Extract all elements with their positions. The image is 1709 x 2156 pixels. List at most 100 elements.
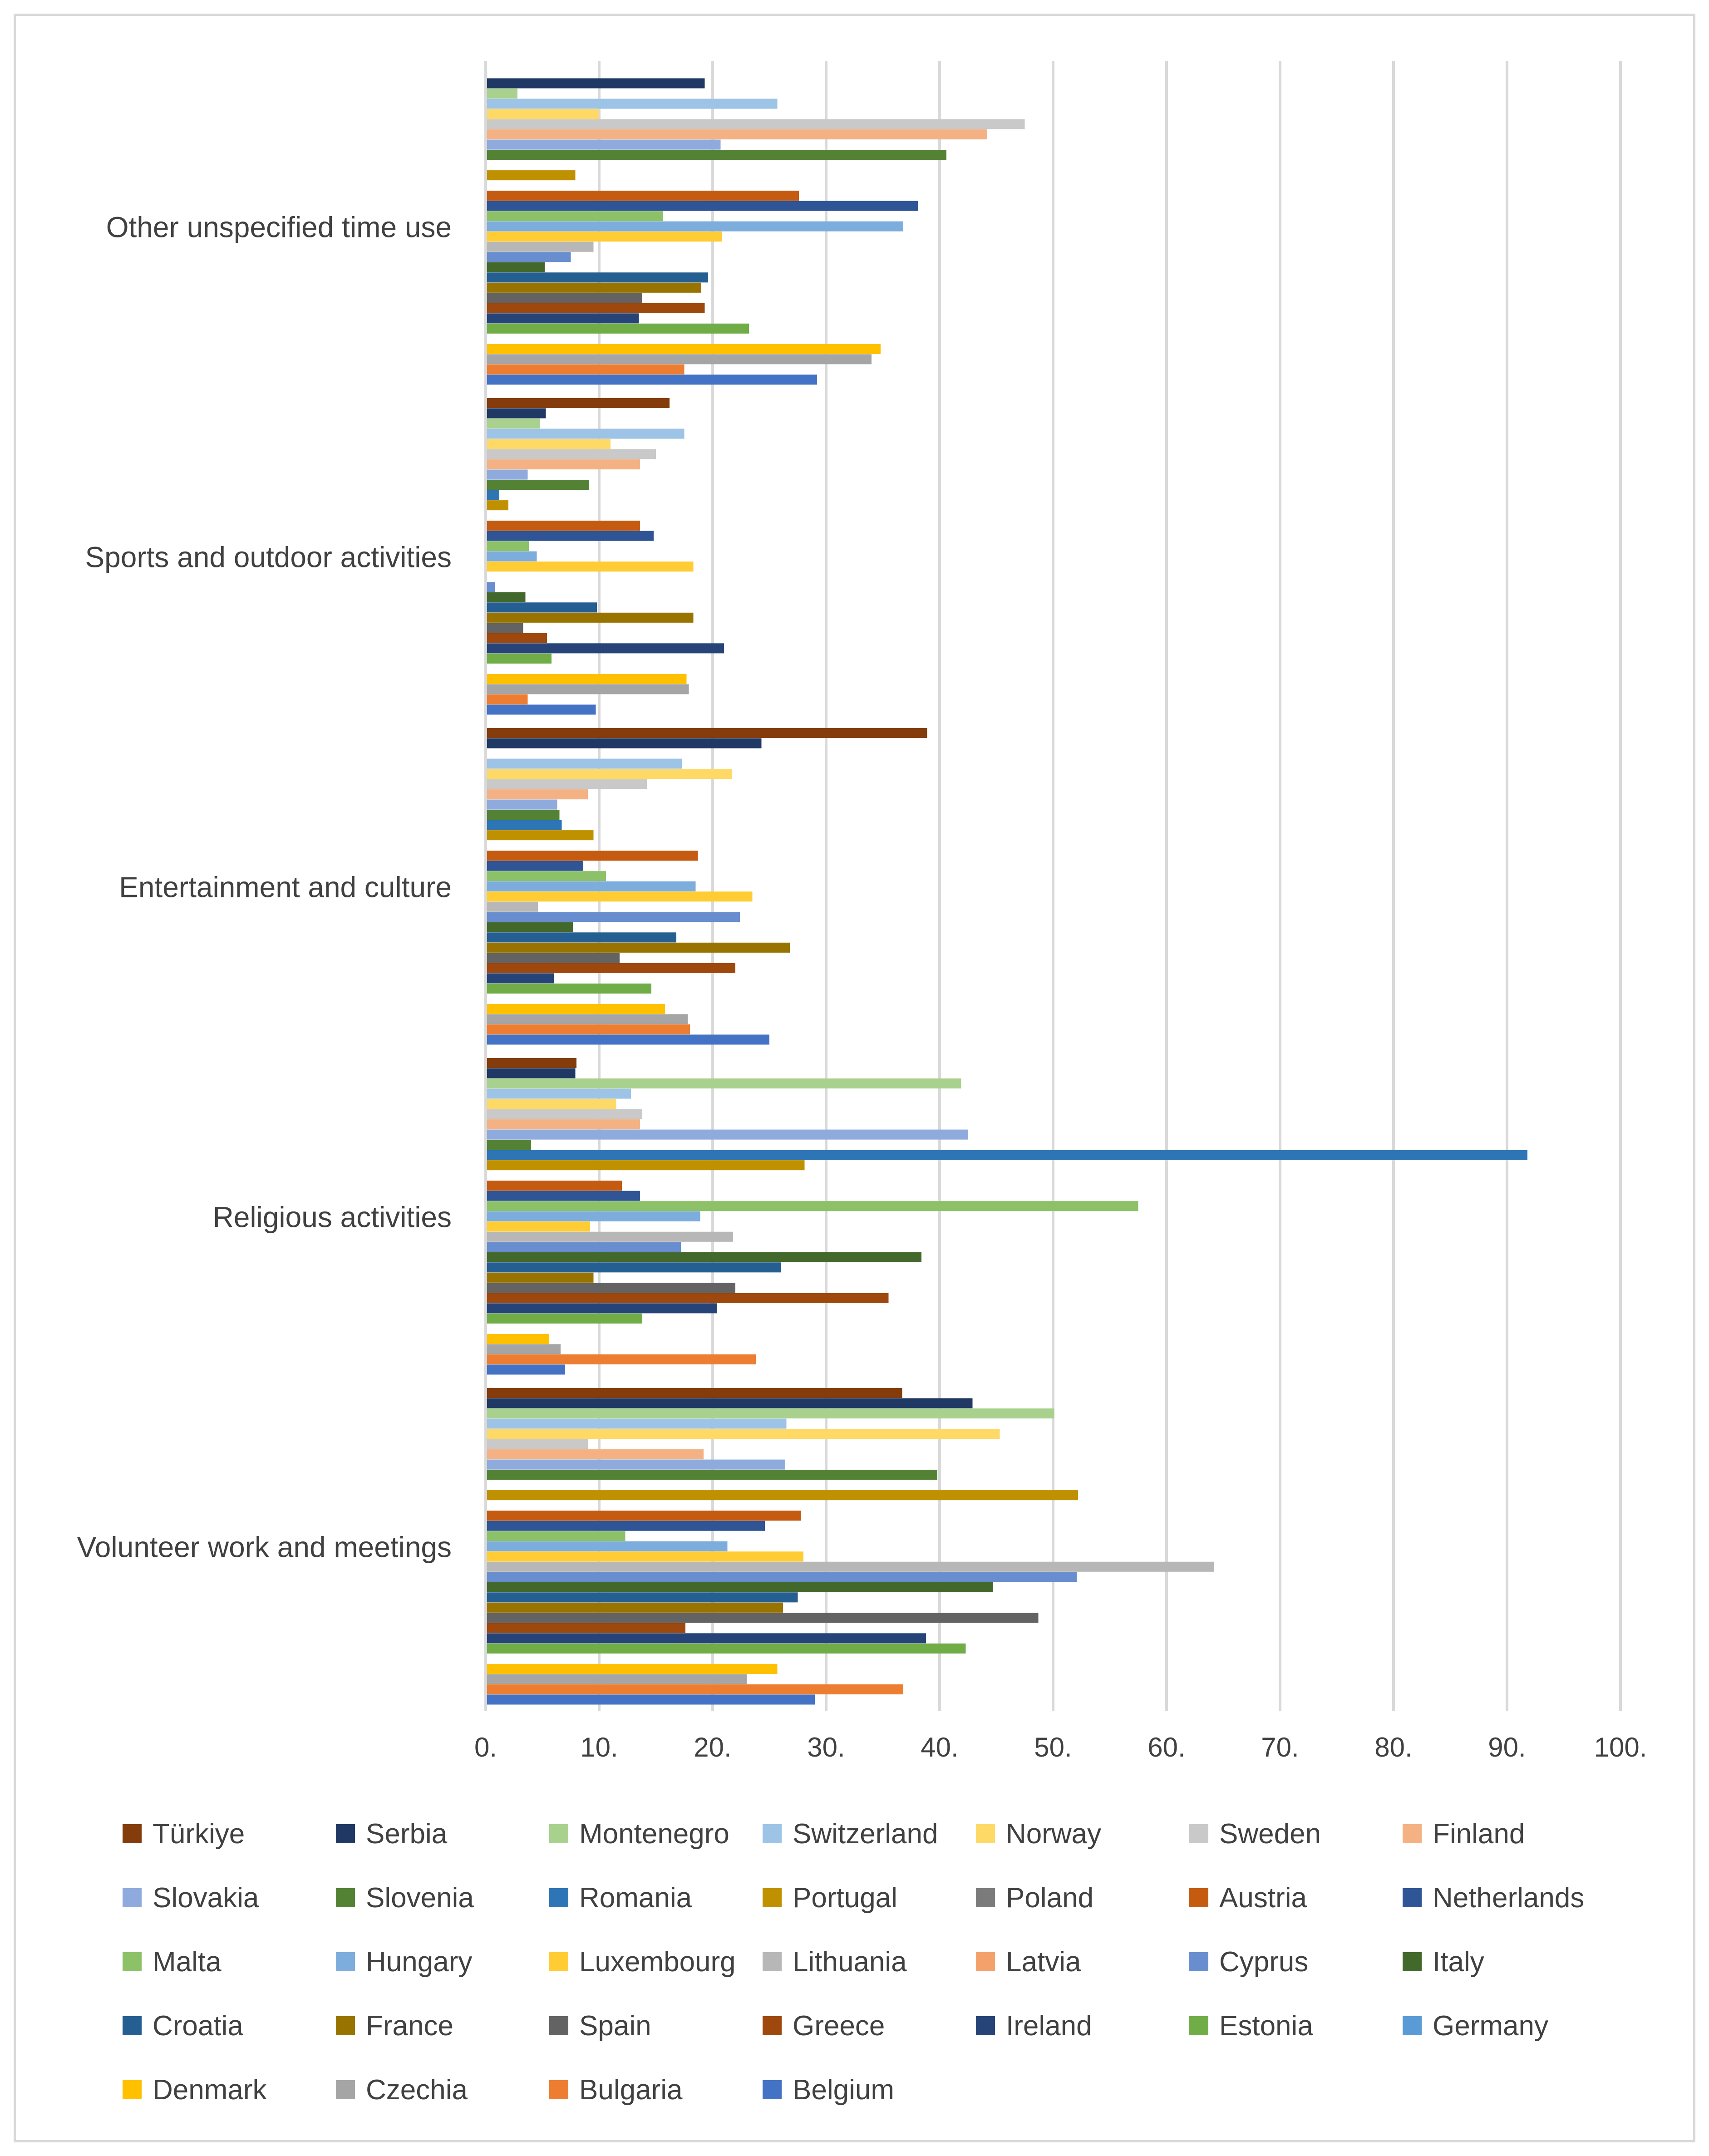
legend-swatch	[1403, 1952, 1422, 1971]
legend-label: Czechia	[366, 2074, 468, 2106]
bar-sweden-0	[486, 1439, 588, 1449]
bar-switzerland-2	[486, 758, 682, 769]
x-tick-label: 0.	[474, 1732, 497, 1762]
bar-finland-2	[486, 789, 588, 800]
legend-label: Montenegro	[579, 1818, 729, 1850]
bar-lithuania-0	[486, 1561, 1214, 1572]
legend-swatch	[123, 1952, 142, 1971]
bar-serbia-2	[486, 738, 762, 748]
bar-t-rkiye-3	[486, 398, 670, 409]
bar-italy-0	[486, 1582, 993, 1592]
bar-t-rkiye-2	[486, 728, 927, 738]
legend-label: Denmark	[153, 2074, 267, 2106]
legend-swatch	[1189, 1888, 1208, 1907]
bar-netherlands-2	[486, 861, 583, 871]
legend-swatch	[1189, 1824, 1208, 1843]
bar-t-rkiye-1	[486, 1058, 576, 1068]
bar-luxembourg-0	[486, 1551, 803, 1562]
bar-greece-4	[486, 303, 705, 313]
legend-swatch	[1403, 1824, 1422, 1843]
bar-sweden-2	[486, 779, 647, 789]
bar-bulgaria-0	[486, 1684, 903, 1694]
x-tick-label: 70.	[1261, 1732, 1299, 1762]
bar-belgium-1	[486, 1364, 565, 1375]
bar-bulgaria-1	[486, 1354, 756, 1364]
bar-norway-0	[486, 1429, 1000, 1439]
bar-norway-2	[486, 769, 732, 779]
bar-spain-3	[486, 623, 523, 633]
bar-finland-1	[486, 1119, 640, 1130]
bar-hungary-2	[486, 881, 696, 891]
legend-swatch	[123, 1888, 142, 1907]
bar-cyprus-0	[486, 1572, 1077, 1582]
bar-austria-2	[486, 851, 698, 861]
bar-estonia-4	[486, 323, 749, 334]
bar-ireland-3	[486, 643, 724, 654]
bar-cyprus-1	[486, 1242, 681, 1252]
legend-swatch	[976, 2016, 995, 2035]
legend-swatch	[1403, 2016, 1422, 2035]
legend-swatch	[1189, 2016, 1208, 2035]
category-label: Other unspecified time use	[106, 211, 452, 244]
bar-hungary-1	[486, 1211, 700, 1221]
legend-swatch	[976, 1824, 995, 1843]
bar-croatia-3	[486, 602, 597, 613]
bar-bulgaria-3	[486, 694, 528, 704]
bar-montenegro-4	[486, 89, 517, 99]
legend-swatch	[336, 1888, 355, 1907]
legend-label: Austria	[1219, 1882, 1307, 1914]
bar-ireland-0	[486, 1633, 926, 1644]
bar-ireland-4	[486, 313, 639, 324]
bar-cyprus-3	[486, 582, 495, 592]
bar-spain-1	[486, 1283, 735, 1293]
bar-estonia-3	[486, 653, 552, 664]
bar-austria-0	[486, 1511, 801, 1521]
legend-swatch	[123, 2080, 142, 2099]
bar-ireland-1	[486, 1303, 717, 1314]
x-tick-label: 60.	[1148, 1732, 1185, 1762]
bar-montenegro-0	[486, 1408, 1054, 1419]
bar-serbia-0	[486, 1398, 973, 1408]
legend-label: Romania	[579, 1882, 692, 1914]
bar-denmark-2	[486, 1004, 665, 1014]
legend-label: Croatia	[153, 2010, 243, 2042]
bar-cyprus-2	[486, 912, 740, 922]
bar-luxembourg-4	[486, 231, 722, 242]
bar-switzerland-0	[486, 1418, 787, 1429]
legend-label: Norway	[1006, 1818, 1101, 1850]
bar-norway-1	[486, 1099, 616, 1109]
category-label: Entertainment and culture	[119, 871, 452, 904]
bar-luxembourg-1	[486, 1221, 590, 1232]
bar-portugal-1	[486, 1160, 805, 1171]
bar-italy-1	[486, 1252, 921, 1262]
legend-swatch	[763, 2080, 782, 2099]
bar-czechia-1	[486, 1344, 561, 1354]
legend-label: Switzerland	[793, 1818, 938, 1850]
bar-portugal-0	[486, 1490, 1078, 1501]
bar-denmark-0	[486, 1664, 778, 1674]
bar-greece-0	[486, 1623, 685, 1633]
bar-italy-3	[486, 592, 526, 602]
bar-t-rkiye-0	[486, 1388, 902, 1398]
x-tick-label: 90.	[1488, 1732, 1526, 1762]
x-tick-label: 50.	[1034, 1732, 1072, 1762]
bar-sweden-4	[486, 119, 1025, 129]
bar-luxembourg-3	[486, 561, 694, 572]
bar-czechia-4	[486, 354, 872, 364]
legend-swatch	[549, 1952, 568, 1971]
legend-label: Luxembourg	[579, 1946, 736, 1978]
bar-luxembourg-2	[486, 891, 753, 902]
legend-label: Cyprus	[1219, 1946, 1308, 1978]
bar-serbia-4	[486, 78, 705, 89]
legend-label: Poland	[1006, 1882, 1093, 1914]
legend-swatch	[763, 1888, 782, 1907]
x-tick-label: 10.	[580, 1732, 618, 1762]
legend-swatch	[549, 2016, 568, 2035]
bar-greece-3	[486, 633, 547, 643]
bar-france-1	[486, 1272, 594, 1283]
bar-belgium-4	[486, 374, 817, 385]
bar-slovenia-1	[486, 1140, 531, 1150]
bar-slovenia-2	[486, 810, 560, 820]
bar-hungary-4	[486, 221, 903, 231]
legend-label: Sweden	[1219, 1818, 1321, 1850]
